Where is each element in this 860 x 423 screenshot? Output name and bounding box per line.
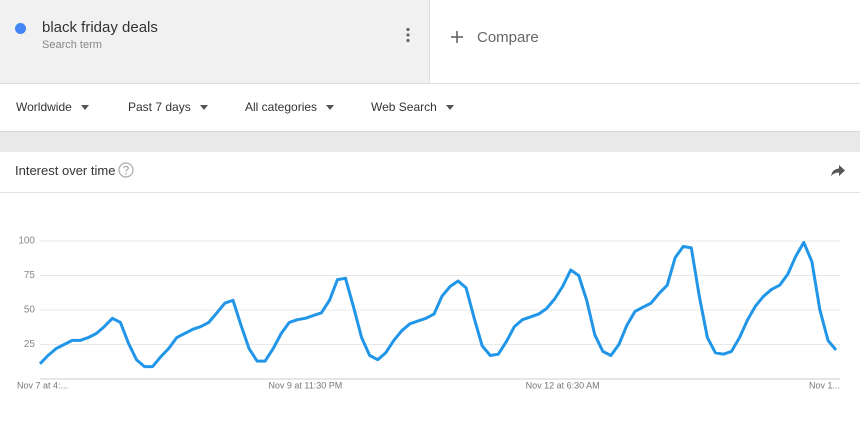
more-menu[interactable]: [402, 27, 414, 43]
filter-label: Worldwide: [16, 100, 72, 114]
x-tick-label: Nov 9 at 11:30 PM: [268, 380, 342, 390]
divider: [0, 192, 860, 193]
help-icon[interactable]: [118, 162, 134, 178]
series-line: [38, 240, 838, 369]
y-tick-label: 50: [24, 305, 36, 316]
x-tick-label: Nov 12 at 6:30 AM: [526, 380, 600, 390]
search-term-panel[interactable]: [0, 0, 429, 83]
filter-dropdown[interactable]: Web Search: [371, 100, 454, 114]
series-dot: [15, 23, 26, 34]
caret: [199, 104, 208, 110]
caret: [80, 104, 89, 110]
share-icon[interactable]: [830, 164, 846, 178]
x-tick-label: Nov 1...: [809, 380, 840, 390]
filter-label: All categories: [245, 100, 318, 114]
card-title: Interest over time: [15, 163, 116, 178]
y-tick-label: 25: [24, 339, 36, 350]
divider: [429, 0, 430, 83]
filter-dropdown[interactable]: Past 7 days: [128, 100, 208, 114]
filter-label: Past 7 days: [128, 100, 191, 114]
plus-icon[interactable]: [450, 30, 464, 44]
divider: [0, 83, 860, 84]
search-term: black friday deals: [42, 19, 158, 36]
caret: [445, 104, 454, 110]
y-tick-label: 75: [24, 270, 36, 281]
separator-band: [0, 131, 860, 152]
filter-dropdown[interactable]: Worldwide: [16, 100, 89, 114]
y-tick-label: 100: [18, 236, 35, 247]
x-tick-label: Nov 7 at 4:...: [17, 380, 68, 390]
caret: [326, 104, 335, 110]
filter-label: Web Search: [371, 100, 437, 114]
filter-dropdown[interactable]: All categories: [245, 100, 335, 114]
compare[interactable]: Compare: [477, 29, 539, 46]
search-term-subtitle: Search term: [42, 39, 102, 51]
